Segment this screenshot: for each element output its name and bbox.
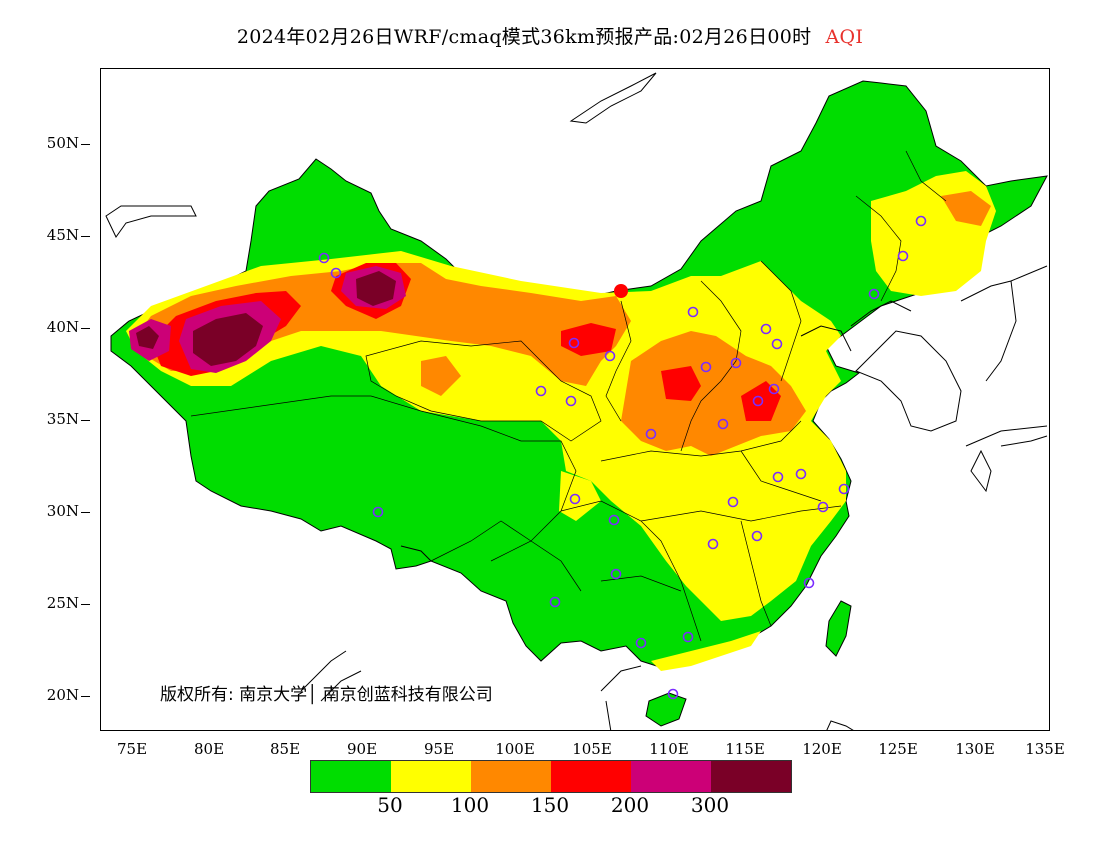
legend-label: 100 — [450, 793, 490, 817]
station-marker — [700, 361, 712, 373]
station-marker — [372, 506, 384, 518]
x-tick-label: 135E — [1025, 740, 1065, 758]
x-tick-label: 80E — [193, 740, 225, 758]
x-tick-label: 125E — [878, 740, 918, 758]
x-tick-label: 105E — [572, 740, 612, 758]
aqi-zone-moderate-guangxi — [661, 516, 746, 591]
legend-swatch — [711, 761, 791, 792]
y-tick-label: 40N — [47, 318, 90, 336]
station-marker — [897, 250, 909, 262]
station-marker — [803, 577, 815, 589]
x-tick-label: 85E — [269, 740, 301, 758]
legend-swatch — [311, 761, 391, 792]
x-tick-label: 120E — [802, 740, 842, 758]
x-tick-label: 110E — [649, 740, 689, 758]
station-marker — [635, 637, 647, 649]
x-tick-label: 100E — [495, 740, 535, 758]
y-tick-label: 35N — [47, 410, 90, 428]
station-marker — [565, 395, 577, 407]
station-marker — [687, 306, 699, 318]
legend-labels: 50 100 150 200 300 — [0, 793, 1100, 823]
aqi-map — [105, 72, 1048, 730]
aqi-zone-unhealthy-shanxi — [661, 366, 701, 401]
station-marker — [667, 688, 679, 700]
aqi-legend — [310, 760, 792, 793]
y-tick-label: 50N — [47, 134, 90, 152]
station-marker — [772, 471, 784, 483]
coastlines — [105, 72, 1048, 730]
station-markers — [318, 215, 927, 700]
legend-label: 50 — [377, 793, 403, 817]
aqi-zone-moderate-south — [559, 471, 601, 521]
station-marker — [915, 215, 927, 227]
station-marker — [727, 496, 739, 508]
station-marker — [838, 483, 850, 495]
taiwan-island — [825, 600, 852, 657]
aqi-zone-moderate-coast — [651, 631, 761, 671]
y-tick-label: 30N — [47, 502, 90, 520]
station-marker — [760, 323, 772, 335]
aqi-zone-hazardous-w — [136, 326, 159, 349]
legend-swatch — [471, 761, 551, 792]
y-tick-label: 20N — [47, 686, 90, 704]
station-marker — [645, 428, 657, 440]
station-marker — [535, 385, 547, 397]
legend-label: 200 — [610, 793, 650, 817]
x-tick-label: 95E — [423, 740, 455, 758]
legend-swatch — [631, 761, 711, 792]
legend-label: 300 — [690, 793, 730, 817]
aqi-zone-sensitive-w — [421, 356, 461, 396]
y-tick-label: 25N — [47, 594, 90, 612]
province-boundaries — [190, 150, 947, 642]
legend-swatch — [551, 761, 631, 792]
station-marker — [608, 514, 620, 526]
hainan-island — [645, 692, 687, 727]
station-marker — [730, 357, 742, 369]
title-parameter: AQI — [825, 26, 864, 48]
x-tick-label: 75E — [116, 740, 148, 758]
station-marker — [717, 418, 729, 430]
station-marker — [707, 538, 719, 550]
station-marker — [768, 383, 780, 395]
aqi-zone-hazardous — [193, 313, 263, 366]
x-tick-label: 90E — [346, 740, 378, 758]
aqi-zone-sensitive-small — [941, 191, 991, 226]
y-tick-label: 45N — [47, 226, 90, 244]
aqi-zone-sensitive-ncp — [621, 331, 806, 456]
station-marker — [817, 501, 829, 513]
station-marker — [569, 493, 581, 505]
station-marker — [568, 337, 580, 349]
map-title: 2024年02月26日WRF/cmaq模式36km预报产品:02月26日00时 A… — [0, 22, 1100, 49]
x-tick-label: 130E — [955, 740, 995, 758]
title-text: 2024年02月26日WRF/cmaq模式36km预报产品:02月26日00时 — [236, 26, 812, 48]
map-plot-area — [100, 68, 1050, 731]
station-marker — [752, 395, 764, 407]
station-marker — [549, 596, 561, 608]
station-marker — [751, 530, 763, 542]
station-marker — [868, 288, 880, 300]
station-marker — [682, 631, 694, 643]
station-marker — [318, 252, 330, 264]
station-marker — [604, 350, 616, 362]
legend-label: 150 — [530, 793, 570, 817]
copyright-notice: 版权所有: 南京大学│ 南京创蓝科技有限公司 — [160, 685, 493, 705]
station-marker — [330, 267, 342, 279]
aqi-zone-unhealthy-henan — [741, 381, 781, 421]
station-marker — [771, 338, 783, 350]
legend-swatch — [391, 761, 471, 792]
aqi-zone-unhealthy-dot — [614, 284, 628, 298]
aqi-zone-hazardous-n — [356, 271, 396, 306]
x-tick-label: 115E — [725, 740, 765, 758]
station-marker — [610, 568, 622, 580]
station-marker — [795, 468, 807, 480]
